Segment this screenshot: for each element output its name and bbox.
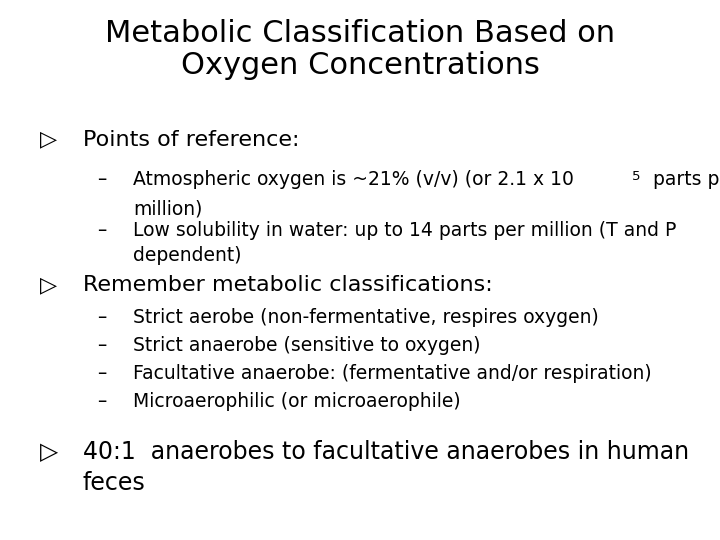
Text: Metabolic Classification Based on: Metabolic Classification Based on bbox=[105, 19, 615, 48]
Text: –: – bbox=[97, 336, 107, 355]
Text: Atmospheric oxygen is ~21% (v/v) (or 2.1 x 10: Atmospheric oxygen is ~21% (v/v) (or 2.1… bbox=[133, 170, 574, 189]
Text: Facultative anaerobe: (fermentative and/or respiration): Facultative anaerobe: (fermentative and/… bbox=[133, 364, 652, 383]
Text: Oxygen Concentrations: Oxygen Concentrations bbox=[181, 51, 539, 80]
Text: Points of reference:: Points of reference: bbox=[83, 130, 300, 150]
Text: parts per: parts per bbox=[647, 170, 720, 189]
Text: 40:1  anaerobes to facultative anaerobes in human
feces: 40:1 anaerobes to facultative anaerobes … bbox=[83, 440, 689, 495]
Text: –: – bbox=[97, 364, 107, 383]
Text: ▷: ▷ bbox=[40, 440, 58, 464]
Text: Strict anaerobe (sensitive to oxygen): Strict anaerobe (sensitive to oxygen) bbox=[133, 336, 481, 355]
Text: Microaerophilic (or microaerophile): Microaerophilic (or microaerophile) bbox=[133, 392, 461, 411]
Text: –: – bbox=[97, 392, 107, 411]
Text: –: – bbox=[97, 308, 107, 327]
Text: –: – bbox=[97, 221, 107, 240]
Text: ▷: ▷ bbox=[40, 130, 57, 150]
Text: 5: 5 bbox=[632, 170, 641, 183]
Text: Strict aerobe (non-fermentative, respires oxygen): Strict aerobe (non-fermentative, respire… bbox=[133, 308, 599, 327]
Text: Remember metabolic classifications:: Remember metabolic classifications: bbox=[83, 275, 492, 295]
Text: –: – bbox=[97, 170, 107, 189]
Text: million): million) bbox=[133, 200, 202, 219]
Text: Low solubility in water: up to 14 parts per million (T and P
dependent): Low solubility in water: up to 14 parts … bbox=[133, 221, 677, 265]
Text: ▷: ▷ bbox=[40, 275, 57, 295]
